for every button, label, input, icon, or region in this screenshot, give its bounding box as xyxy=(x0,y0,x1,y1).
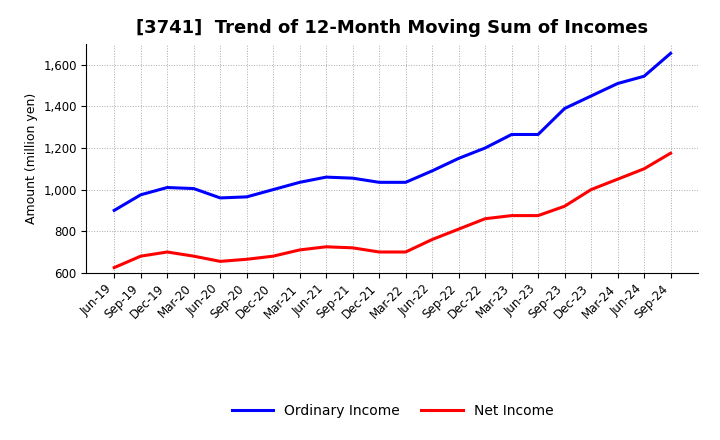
Net Income xyxy=(110,265,119,270)
Ordinary Income xyxy=(428,168,436,173)
Ordinary Income xyxy=(508,132,516,137)
Ordinary Income xyxy=(401,180,410,185)
Net Income xyxy=(508,213,516,218)
Legend: Ordinary Income, Net Income: Ordinary Income, Net Income xyxy=(226,399,559,424)
Ordinary Income xyxy=(534,132,542,137)
Ordinary Income xyxy=(666,51,675,56)
Net Income xyxy=(428,237,436,242)
Net Income xyxy=(322,244,330,249)
Net Income xyxy=(269,253,277,259)
Ordinary Income xyxy=(110,208,119,213)
Net Income xyxy=(666,150,675,156)
Ordinary Income xyxy=(454,156,463,161)
Ordinary Income xyxy=(163,185,171,190)
Net Income xyxy=(295,247,304,253)
Ordinary Income xyxy=(189,186,198,191)
Net Income xyxy=(375,249,384,255)
Net Income xyxy=(189,253,198,259)
Ordinary Income xyxy=(375,180,384,185)
Net Income xyxy=(243,257,251,262)
Line: Net Income: Net Income xyxy=(114,153,670,268)
Ordinary Income xyxy=(243,194,251,199)
Net Income xyxy=(401,249,410,255)
Ordinary Income xyxy=(481,145,490,150)
Title: [3741]  Trend of 12-Month Moving Sum of Incomes: [3741] Trend of 12-Month Moving Sum of I… xyxy=(136,19,649,37)
Net Income xyxy=(136,253,145,259)
Net Income xyxy=(481,216,490,221)
Net Income xyxy=(534,213,542,218)
Net Income xyxy=(454,227,463,232)
Ordinary Income xyxy=(269,187,277,192)
Net Income xyxy=(163,249,171,255)
Y-axis label: Amount (million yen): Amount (million yen) xyxy=(24,93,37,224)
Ordinary Income xyxy=(216,195,225,201)
Net Income xyxy=(216,259,225,264)
Line: Ordinary Income: Ordinary Income xyxy=(114,53,670,210)
Net Income xyxy=(587,187,595,192)
Net Income xyxy=(640,166,649,172)
Net Income xyxy=(613,176,622,182)
Ordinary Income xyxy=(136,192,145,198)
Ordinary Income xyxy=(348,176,357,181)
Net Income xyxy=(560,204,569,209)
Ordinary Income xyxy=(613,81,622,86)
Ordinary Income xyxy=(560,106,569,111)
Net Income xyxy=(348,245,357,250)
Ordinary Income xyxy=(322,175,330,180)
Ordinary Income xyxy=(295,180,304,185)
Ordinary Income xyxy=(640,73,649,79)
Ordinary Income xyxy=(587,93,595,99)
